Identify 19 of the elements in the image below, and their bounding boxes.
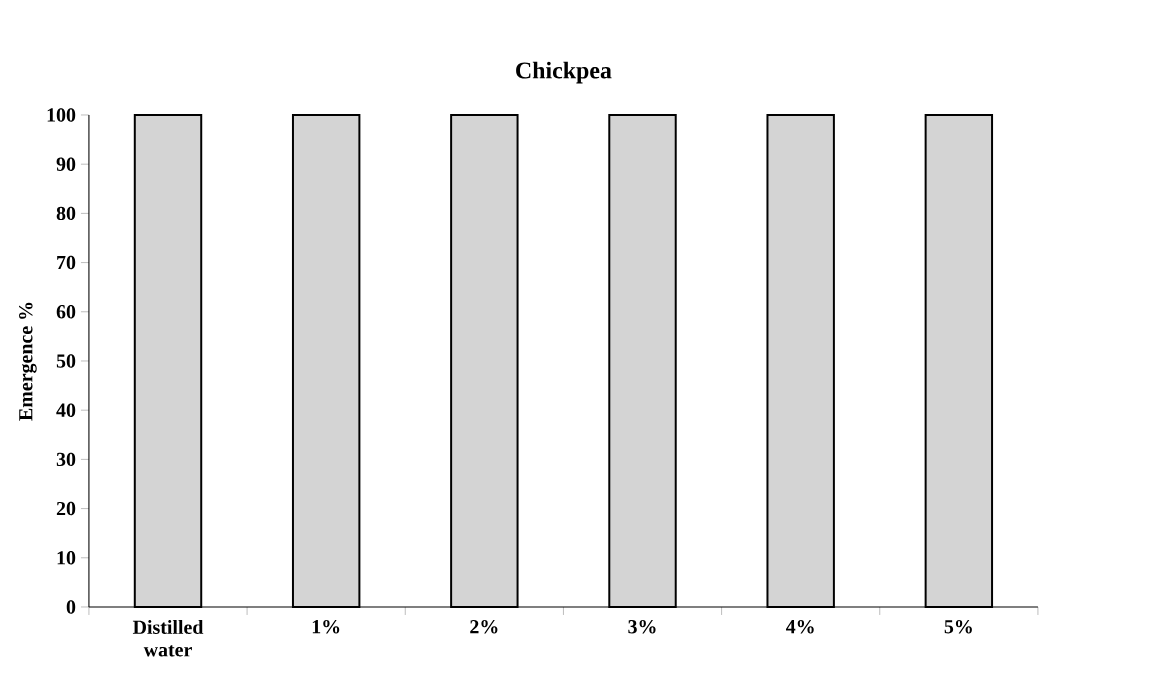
y-tick-label: 30 (56, 452, 76, 467)
y-tick-label: 80 (56, 206, 76, 221)
x-tick-label: Distilled water (132, 619, 204, 657)
y-tick-label: 70 (57, 255, 76, 270)
x-tick-label: 2% (470, 619, 498, 634)
y-tick-label: 10 (57, 551, 76, 565)
y-tick-label: 60 (56, 305, 76, 319)
y-tick-label: 100 (47, 108, 76, 122)
y-axis-title: Emergence % (19, 302, 37, 421)
y-tick-label: 40 (56, 403, 76, 417)
chart-title: Chickpea (516, 61, 612, 84)
y-tick-label: 0 (66, 600, 76, 614)
y-tick-label: 20 (56, 501, 76, 516)
x-tick-label: 5% (944, 619, 972, 634)
x-tick-label: 1% (312, 619, 340, 634)
y-tick-label: 50 (56, 354, 76, 368)
y-tick-label: 90 (56, 157, 76, 171)
x-tick-label: 3% (628, 619, 656, 634)
x-tick-label: 4% (786, 619, 814, 634)
